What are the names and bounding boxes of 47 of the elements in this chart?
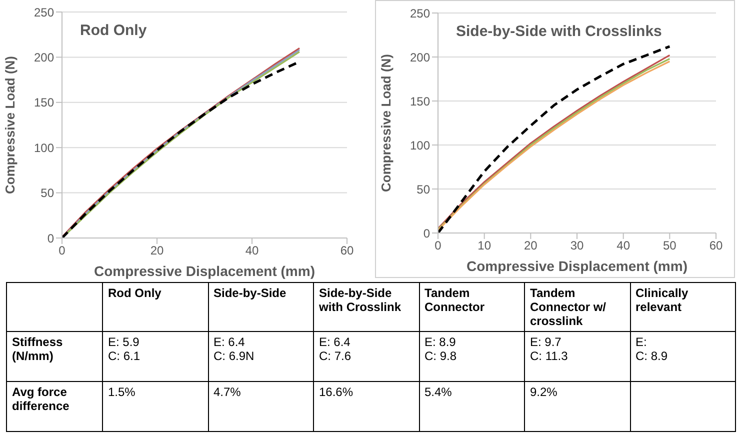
text: Rod Only <box>80 22 147 39</box>
x-tick-label: 0 <box>434 238 442 253</box>
y-tick-label: 50 <box>40 186 54 200</box>
text: 1.5% <box>108 385 136 399</box>
text: 9.2% <box>530 385 558 399</box>
y-tick-label: 250 <box>34 5 54 20</box>
y-tick-label: 100 <box>410 138 430 152</box>
category-label: Side-by-Side <box>208 282 314 332</box>
text: 5.4% <box>424 385 452 399</box>
text: 4.7% <box>214 385 241 399</box>
x-tick-label: 20 <box>524 238 538 253</box>
y-axis-title: Compressive Load (N) <box>2 56 18 194</box>
category-label: Tandem Connector w/ crosslink <box>524 282 630 332</box>
text: E: 8.9 C: 9.8 <box>424 335 457 363</box>
category-label: Tandem Connector <box>419 282 524 332</box>
text: E: 9.7 C: 11.3 <box>530 335 568 363</box>
x-tick-label: 10 <box>478 238 492 253</box>
text: E: 5.9 C: 6.1 <box>108 335 140 363</box>
text: E: C: 8.9 <box>636 335 668 363</box>
y-tick-label: 50 <box>416 182 430 196</box>
x-axis-title: Compressive Displacement (mm) <box>94 263 315 279</box>
x-tick-label: 40 <box>616 238 630 253</box>
text: 16.6% <box>319 385 354 399</box>
x-tick-label: 40 <box>245 244 259 258</box>
y-tick-label: 200 <box>34 50 54 64</box>
category-label: Clinically relevant <box>630 282 736 332</box>
category-label: Side-by-Side with Crosslink <box>314 282 419 332</box>
y-tick-label: 150 <box>410 94 430 108</box>
y-tick-label: 100 <box>34 140 54 155</box>
y-tick-label: 150 <box>34 96 54 110</box>
category-label: Stiffness (N/mm) <box>12 335 63 363</box>
x-tick-label: 30 <box>570 238 584 253</box>
category-label: Avg force difference <box>12 385 70 413</box>
text: E: 6.4 C: 6.9N <box>214 335 254 363</box>
y-axis-title: Compressive Load (N) <box>378 54 394 192</box>
x-tick-label: 60 <box>340 244 354 258</box>
category-label: Rod Only <box>102 282 208 332</box>
text: Side-by-Side with Crosslinks <box>456 23 662 40</box>
x-tick-label: 50 <box>662 238 677 253</box>
y-tick-label: 250 <box>410 6 430 20</box>
y-tick-label: 0 <box>423 226 430 240</box>
x-axis-title: Compressive Displacement (mm) <box>466 258 688 274</box>
x-tick-label: 20 <box>150 244 164 258</box>
x-tick-label: 0 <box>58 244 66 258</box>
text: E: 6.4 C: 7.6 <box>319 335 352 363</box>
x-tick-label: 60 <box>709 238 723 253</box>
y-tick-label: 200 <box>410 50 430 64</box>
